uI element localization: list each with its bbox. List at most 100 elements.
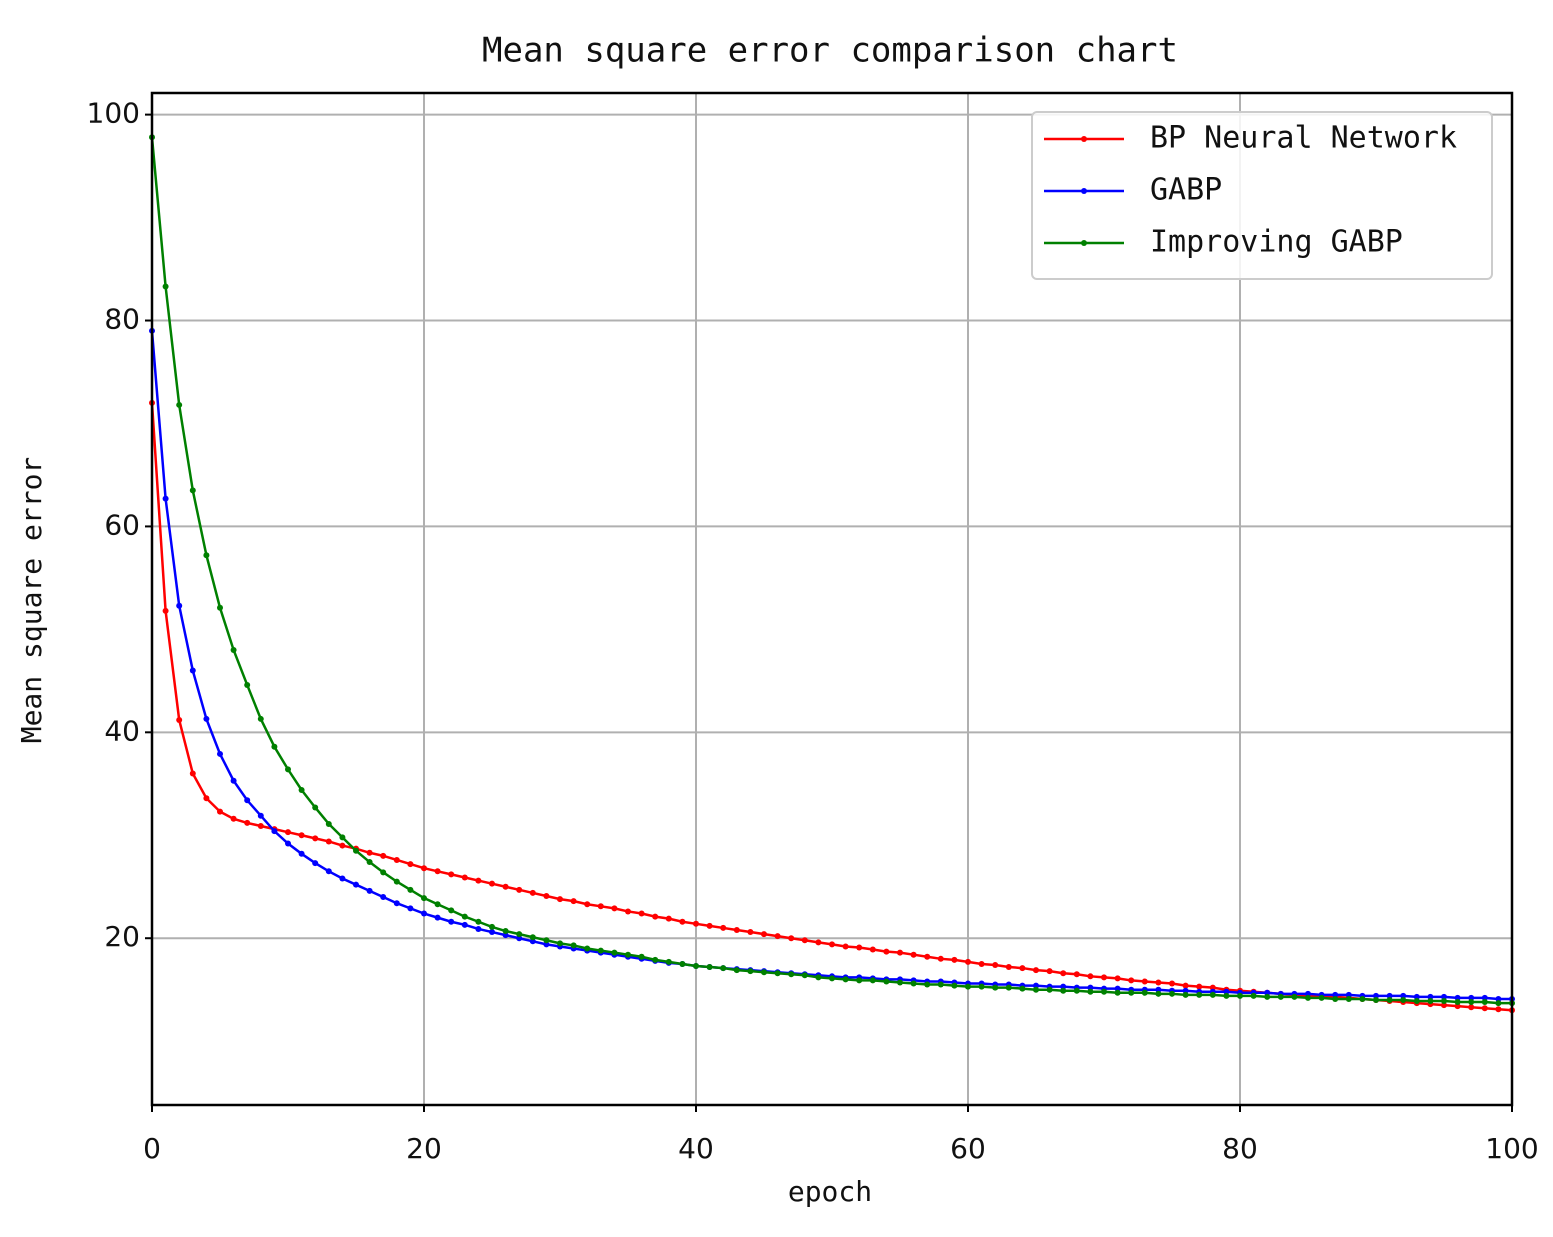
- plot-frame: [150, 91, 1514, 1107]
- point: [774, 933, 781, 940]
- point: [298, 850, 305, 857]
- point: [1413, 993, 1420, 1000]
- legend-label: Improving GABP: [1150, 225, 1403, 260]
- point: [720, 965, 727, 972]
- series: [149, 134, 1515, 1007]
- point: [448, 907, 455, 914]
- point: [339, 834, 346, 841]
- point: [883, 978, 890, 985]
- point: [1114, 985, 1121, 992]
- point: [869, 946, 876, 953]
- point: [747, 968, 754, 975]
- point: [1373, 996, 1379, 1003]
- point: [407, 905, 414, 912]
- point: [638, 910, 645, 917]
- point: [1141, 978, 1148, 985]
- point: [720, 924, 727, 931]
- x-tick-label: 0: [143, 1132, 161, 1165]
- legend-marker: [1081, 136, 1087, 142]
- point: [1250, 992, 1257, 999]
- point: [1305, 994, 1311, 1001]
- point: [992, 984, 999, 991]
- point: [516, 886, 523, 893]
- legend-marker: [1081, 188, 1087, 194]
- point: [1141, 989, 1148, 996]
- point: [665, 915, 672, 922]
- point: [257, 715, 264, 722]
- point: [570, 898, 577, 905]
- point: [1400, 996, 1407, 1003]
- point: [992, 961, 999, 968]
- point: [774, 970, 781, 977]
- point: [475, 918, 482, 925]
- point: [761, 931, 767, 938]
- point: [489, 880, 495, 887]
- point: [434, 914, 441, 921]
- point: [543, 893, 550, 900]
- y-tick-label: 100: [87, 97, 140, 130]
- point: [366, 849, 373, 856]
- point: [339, 842, 346, 849]
- point: [189, 770, 196, 777]
- y-axis-label: Mean square error: [15, 457, 48, 744]
- point: [1182, 991, 1189, 998]
- point: [285, 829, 291, 836]
- point: [1237, 992, 1243, 999]
- point: [1087, 984, 1094, 991]
- point: [869, 977, 876, 984]
- point: [1481, 1005, 1488, 1012]
- point: [475, 877, 482, 884]
- point: [1400, 992, 1407, 999]
- point: [244, 819, 251, 826]
- point: [1060, 983, 1067, 990]
- point: [842, 976, 849, 983]
- series: [149, 327, 1515, 1002]
- point: [1345, 991, 1352, 998]
- point: [557, 940, 563, 947]
- point: [856, 977, 863, 984]
- point: [203, 715, 210, 722]
- point: [312, 835, 319, 842]
- point: [924, 953, 931, 960]
- point: [1101, 988, 1107, 995]
- point: [312, 860, 319, 867]
- point: [937, 955, 944, 962]
- point: [965, 983, 971, 990]
- point: [597, 903, 604, 910]
- point: [801, 937, 808, 944]
- point: [1182, 987, 1189, 994]
- point: [638, 953, 645, 960]
- point: [529, 938, 536, 945]
- point: [339, 875, 346, 882]
- point: [815, 939, 822, 946]
- point: [1169, 980, 1175, 987]
- point: [230, 777, 237, 784]
- series-line: [150, 330, 1512, 1001]
- point: [829, 941, 835, 948]
- point: [652, 956, 659, 963]
- point: [162, 283, 169, 290]
- point: [1481, 994, 1488, 1001]
- point: [176, 716, 183, 723]
- point: [502, 883, 509, 890]
- point: [951, 956, 958, 963]
- point: [1114, 975, 1121, 982]
- point: [1033, 986, 1039, 993]
- point: [448, 871, 455, 878]
- point: [162, 607, 169, 614]
- point: [1073, 987, 1080, 994]
- point: [1033, 967, 1039, 974]
- point: [679, 918, 686, 925]
- point: [461, 913, 468, 920]
- point: [393, 878, 400, 885]
- point: [353, 881, 359, 888]
- point: [1386, 996, 1393, 1003]
- point: [1386, 992, 1393, 999]
- point: [366, 887, 373, 894]
- point: [230, 646, 237, 653]
- point: [1495, 1000, 1502, 1007]
- point: [829, 975, 835, 982]
- chart-title: Mean square error comparison chart: [482, 31, 1178, 71]
- point: [298, 786, 305, 793]
